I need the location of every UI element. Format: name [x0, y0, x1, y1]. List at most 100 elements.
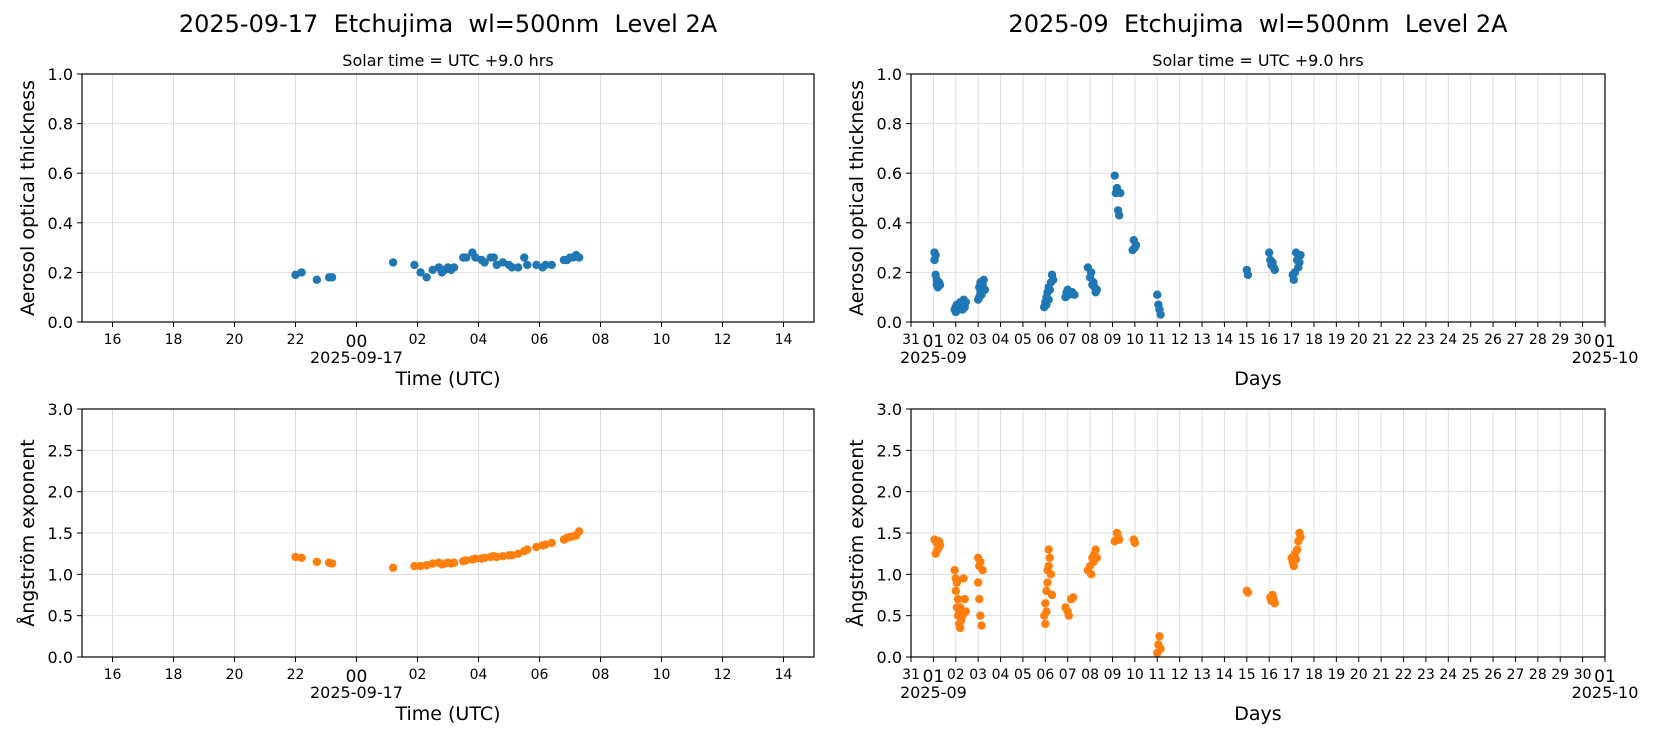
x-tick-label: 27	[1507, 667, 1525, 683]
x-tick-label: 31	[902, 332, 920, 348]
y-axis-label: Aerosol optical thickness	[846, 80, 868, 316]
x-tick-label: 01	[923, 667, 945, 687]
x-tick-label: 14	[775, 332, 793, 348]
data-point	[480, 258, 489, 267]
data-point	[1042, 607, 1051, 616]
x-tick-label: 22	[1395, 667, 1413, 683]
panel-monthly-angstrom: 0.00.51.01.52.02.53.031 01 02 03 04 05 06 07 08 0…	[845, 400, 1638, 725]
y-tick-label: 0.6	[48, 164, 73, 183]
data-point	[462, 253, 471, 262]
x-tick-label: 18	[1305, 667, 1323, 683]
data-point	[961, 297, 971, 307]
data-point	[1041, 599, 1050, 608]
x-tick-label: 06	[531, 332, 549, 348]
y-tick-label: 1.0	[877, 565, 902, 584]
x-start-month-label: 2025-09	[900, 683, 967, 702]
y-tick-label: 3.0	[48, 400, 73, 419]
x-tick-label: 28	[1529, 332, 1547, 348]
x-tick-label: 29	[1551, 667, 1569, 683]
y-tick-label: 0.0	[48, 648, 73, 667]
y-tick-label: 1.5	[48, 524, 73, 543]
x-tick-label: 11	[1148, 332, 1166, 348]
data-point	[574, 253, 584, 262]
x-tick-label: 25	[1462, 667, 1480, 683]
y-axis-label: Ångström exponent	[845, 439, 868, 627]
x-tick-label: 20	[226, 332, 244, 348]
x-tick-label: 16	[104, 667, 122, 683]
x-tick-label: 25	[1462, 332, 1480, 348]
x-tick-label: 31	[902, 667, 920, 683]
data-point	[1292, 545, 1302, 554]
data-point	[1130, 538, 1140, 548]
x-tick-label: 01	[923, 332, 945, 352]
x-tick-label: 02	[409, 667, 427, 683]
x-tick-label: 23	[1417, 332, 1435, 348]
panel-subtitle: Solar time = UTC +9.0 hrs	[342, 51, 553, 70]
data-point	[547, 538, 556, 548]
x-end-month-label: 2025-10	[1572, 348, 1639, 367]
x-tick-label: 06	[1036, 332, 1054, 348]
data-point	[935, 541, 945, 550]
data-point	[1295, 258, 1304, 267]
data-point	[1270, 265, 1279, 275]
x-axis-label: Days	[1234, 703, 1281, 725]
data-point	[1070, 290, 1079, 299]
data-point	[1115, 535, 1124, 544]
y-tick-label: 1.0	[48, 65, 73, 84]
data-point	[1296, 532, 1305, 542]
data-point	[960, 594, 969, 604]
y-tick-label: 1.0	[48, 565, 73, 584]
data-point	[975, 594, 984, 604]
x-tick-label: 10	[1126, 667, 1144, 683]
data-point	[978, 566, 987, 575]
data-point	[1041, 619, 1050, 629]
data-point	[388, 563, 398, 572]
x-tick-label: 02	[947, 332, 965, 348]
x-tick-label: 01	[1594, 667, 1616, 687]
x-tick-label: 17	[1283, 332, 1301, 348]
y-tick-label: 0.2	[877, 263, 902, 282]
data-point	[1092, 553, 1102, 562]
data-point	[1270, 599, 1279, 608]
data-point	[520, 253, 529, 262]
x-axis-label: Time (UTC)	[394, 703, 500, 725]
data-point	[931, 250, 940, 260]
data-point	[1044, 295, 1053, 304]
x-tick-label: 08	[592, 332, 610, 348]
x-tick-label: 23	[1417, 667, 1435, 683]
x-tick-label: 02	[947, 667, 965, 683]
data-point	[416, 268, 425, 277]
data-point	[980, 285, 990, 294]
data-point	[574, 527, 584, 536]
x-tick-label: 00	[346, 332, 368, 352]
data-point	[523, 545, 532, 554]
data-point	[449, 558, 459, 567]
y-tick-label: 0.5	[877, 607, 902, 626]
data-points	[291, 527, 584, 572]
x-tick-label: 14	[1216, 332, 1234, 348]
data-point	[1116, 188, 1125, 198]
axes-frame	[910, 408, 1606, 658]
data-point	[297, 268, 306, 277]
data-point	[1291, 555, 1301, 564]
data-point	[422, 273, 431, 282]
x-end-month-label: 2025-10	[1572, 683, 1639, 702]
data-point	[388, 258, 398, 267]
x-tick-label: 29	[1551, 332, 1569, 348]
x-tick-label: 02	[409, 332, 427, 348]
grid-lines	[82, 73, 814, 323]
x-tick-label: 05	[1014, 332, 1032, 348]
x-tick-label: 21	[1372, 667, 1390, 683]
x-tick-label: 24	[1439, 332, 1457, 348]
axes-frame	[81, 408, 815, 658]
data-point	[449, 263, 459, 272]
data-point	[1044, 561, 1053, 571]
x-tick-label: 12	[714, 332, 732, 348]
y-tick-label: 2.5	[48, 441, 73, 460]
data-point	[1087, 268, 1096, 277]
x-tick-label: 12	[1171, 332, 1189, 348]
y-tick-label: 0.6	[877, 164, 902, 183]
data-point	[312, 557, 322, 567]
data-point	[1115, 211, 1124, 220]
